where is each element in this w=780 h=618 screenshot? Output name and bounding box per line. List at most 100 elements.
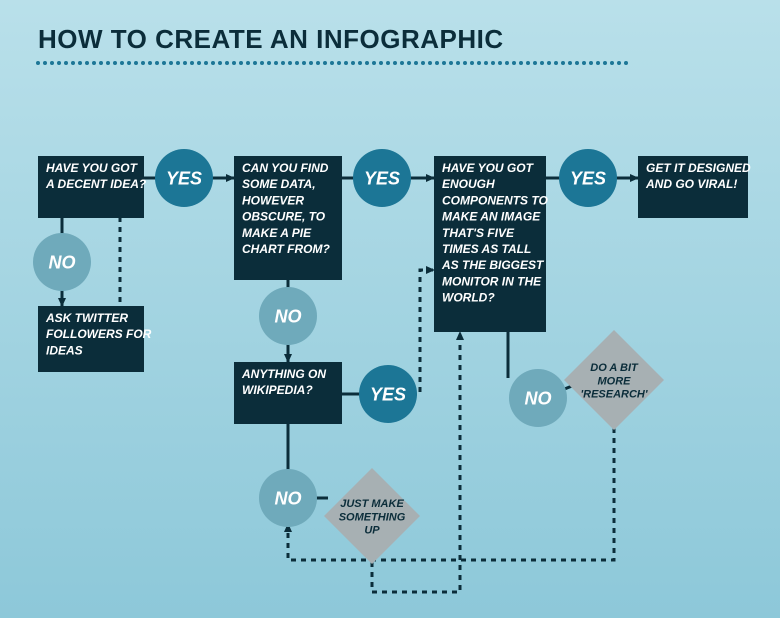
title-dot [344,61,348,65]
svg-text:NO: NO [275,488,302,508]
title-dot [50,61,54,65]
node-q4: HAVE YOU GOTENOUGHCOMPONENTS TOMAKE AN I… [434,156,548,332]
title-dot [442,61,446,65]
title-dot [365,61,369,65]
title-dot [526,61,530,65]
title-dot [519,61,523,65]
title-dot [470,61,474,65]
title-dot [190,61,194,65]
title-dot [260,61,264,65]
title-dot [281,61,285,65]
title-dot [358,61,362,65]
title-dot [435,61,439,65]
node-no1: NO [33,233,91,291]
title-dot [127,61,131,65]
node-yes2: YES [353,149,411,207]
node-no2: NO [259,287,317,345]
title-dot [92,61,96,65]
title-dot [617,61,621,65]
title-dot [498,61,502,65]
title-dot [120,61,124,65]
title-dot [428,61,432,65]
title-dot [449,61,453,65]
flowchart: HOW TO CREATE AN INFOGRAPHIC HAVE YOU GOT… [0,0,780,618]
title-dot [463,61,467,65]
title-dot [197,61,201,65]
title-dot [505,61,509,65]
title-dot [603,61,607,65]
title-dot [477,61,481,65]
title-dot [407,61,411,65]
node-viral: GET IT DESIGNEDAND GO VIRAL! [638,156,751,218]
title-dot [43,61,47,65]
title-dot [239,61,243,65]
title-dot [218,61,222,65]
title-dot [246,61,250,65]
title-dot [162,61,166,65]
title-dot [71,61,75,65]
title-dot [414,61,418,65]
title-dot [141,61,145,65]
title-dot [512,61,516,65]
title: HOW TO CREATE AN INFOGRAPHIC [38,24,504,54]
svg-text:NO: NO [275,306,302,326]
title-dot [295,61,299,65]
title-dot [134,61,138,65]
title-dot [582,61,586,65]
title-dot [99,61,103,65]
title-dot [323,61,327,65]
title-dot [176,61,180,65]
title-dot [337,61,341,65]
node-yes1: YES [155,149,213,207]
title-dot [393,61,397,65]
title-dot [253,61,257,65]
title-dot [330,61,334,65]
title-dot [288,61,292,65]
title-dot [561,61,565,65]
title-dot [575,61,579,65]
title-dot [596,61,600,65]
title-dot [274,61,278,65]
title-dot [456,61,460,65]
title-dot [106,61,110,65]
title-dot [309,61,313,65]
title-dot [148,61,152,65]
title-dot [568,61,572,65]
title-dot [491,61,495,65]
title-dot [624,61,628,65]
node-q1: HAVE YOU GOTA DECENT IDEA? [38,156,147,218]
svg-text:NO: NO [525,388,552,408]
title-dot [547,61,551,65]
title-dot [386,61,390,65]
node-q2: CAN YOU FINDSOME DATA,HOWEVEROBSCURE, TO… [234,156,342,280]
title-dot [85,61,89,65]
title-dot [554,61,558,65]
node-no3: NO [259,469,317,527]
node-ask: ASK TWITTERFOLLOWERS FORIDEAS [38,306,152,372]
svg-text:YES: YES [364,168,400,188]
title-dot [372,61,376,65]
title-dot [78,61,82,65]
title-dot [232,61,236,65]
title-dot [589,61,593,65]
title-dot [204,61,208,65]
node-no4: NO [509,369,567,427]
title-dot [302,61,306,65]
title-dot [610,61,614,65]
svg-text:YES: YES [370,384,406,404]
title-dot [484,61,488,65]
title-dot [400,61,404,65]
title-dot [36,61,40,65]
svg-text:YES: YES [166,168,202,188]
title-dot [540,61,544,65]
title-dot [57,61,61,65]
node-yes4: YES [559,149,617,207]
title-dot [533,61,537,65]
title-dot [316,61,320,65]
title-dot [113,61,117,65]
title-dot [351,61,355,65]
title-dot [155,61,159,65]
title-dot [225,61,229,65]
title-dot [267,61,271,65]
node-q3: ANYTHING ONWIKIPEDIA? [234,362,342,424]
